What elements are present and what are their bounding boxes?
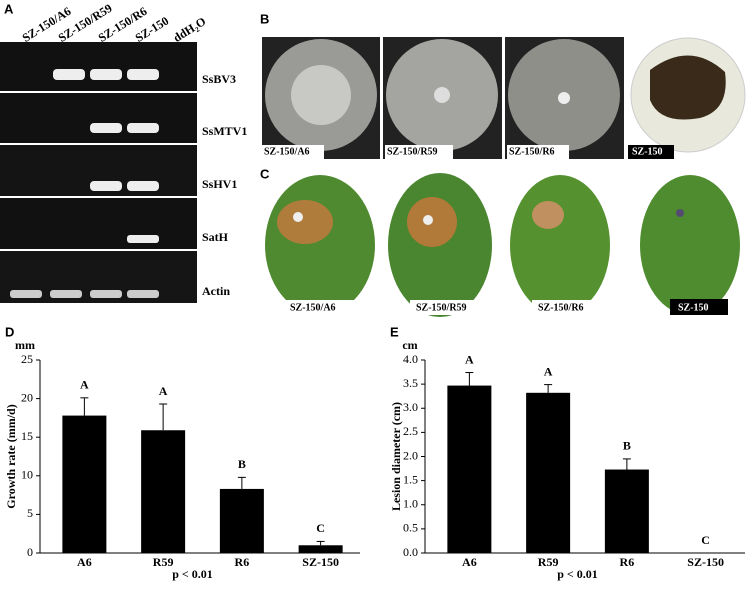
- significance-letter: A: [159, 384, 168, 398]
- bar: [447, 385, 492, 553]
- x-tick-label: SZ-150: [302, 555, 339, 569]
- bar: [526, 392, 571, 553]
- leaf-photos: [265, 173, 740, 317]
- significance-letter: B: [623, 439, 631, 453]
- gene-label: Actin: [202, 284, 230, 298]
- panel-label: B: [260, 11, 269, 26]
- x-tick-label: A6: [462, 555, 477, 569]
- gene-label: SsHV1: [202, 177, 237, 191]
- y-tick-label: 1.0: [403, 497, 418, 511]
- bar: [62, 415, 107, 553]
- y-tick-label: 0.0: [403, 545, 418, 559]
- panel-label: E: [390, 324, 399, 339]
- y-tick-label: 1.5: [403, 472, 418, 486]
- x-tick-label: A6: [77, 555, 92, 569]
- bar: [298, 545, 343, 553]
- y-tick-label: 3.5: [403, 376, 418, 390]
- y-tick-label: 4.0: [403, 352, 418, 366]
- axis-unit: cm: [402, 338, 417, 352]
- leaf-label: SZ-150: [678, 302, 709, 313]
- x-axis-title: p < 0.01: [557, 567, 598, 581]
- bar: [141, 430, 186, 553]
- leaf-label: SZ-150/A6: [290, 302, 336, 313]
- colony-label: SZ-150/R6: [509, 146, 555, 157]
- y-tick-label: 0.5: [403, 521, 418, 535]
- colony-label: SZ-150/R59: [387, 146, 438, 157]
- y-tick-label: 10: [21, 468, 33, 482]
- panel-label: D: [5, 324, 14, 339]
- significance-letter: B: [238, 457, 246, 471]
- gene-label: SsBV3: [202, 72, 236, 86]
- colony-label: SZ-150/A6: [264, 146, 310, 157]
- x-tick-label: R6: [620, 555, 635, 569]
- bar: [604, 469, 649, 553]
- significance-letter: C: [316, 521, 325, 535]
- lane-label: ddH₂O: [171, 14, 209, 45]
- gel-image: [0, 42, 197, 303]
- panel-label: C: [260, 166, 270, 181]
- significance-letter: A: [465, 352, 474, 366]
- axis-unit: mm: [15, 338, 35, 352]
- leaf-label: SZ-150/R6: [538, 302, 584, 313]
- y-tick-label: 25: [21, 352, 33, 366]
- y-tick-label: 15: [21, 429, 33, 443]
- significance-letter: A: [544, 364, 553, 378]
- x-axis-title: p < 0.01: [172, 567, 213, 581]
- gene-label: SsMTV1: [202, 124, 247, 138]
- leaf-label: SZ-150/R59: [416, 302, 467, 313]
- colony-label: SZ-150: [632, 146, 663, 157]
- x-tick-label: R6: [235, 555, 250, 569]
- y-tick-label: 3.0: [403, 400, 418, 414]
- x-tick-label: SZ-150: [687, 555, 724, 569]
- bar: [219, 488, 264, 553]
- x-tick-label: R59: [153, 555, 174, 569]
- y-tick-label: 5: [27, 506, 33, 520]
- gene-label: SatH: [202, 230, 229, 244]
- panel-label: A: [4, 1, 14, 16]
- x-tick-label: R59: [538, 555, 559, 569]
- y-tick-label: 2.5: [403, 424, 418, 438]
- y-tick-label: 0: [27, 545, 33, 559]
- significance-letter: A: [80, 378, 89, 392]
- y-tick-label: 20: [21, 390, 33, 404]
- colony-photos: [262, 37, 748, 159]
- y-tick-label: 2.0: [403, 448, 418, 462]
- y-axis-title: Lesion diameter (cm): [389, 402, 403, 511]
- significance-letter: C: [701, 533, 710, 547]
- y-axis-title: Growth rate (mm/d): [4, 404, 18, 508]
- lane-labels: SZ-150/A6 SZ-150/R59 SZ-150/R6 SZ-150 dd…: [20, 1, 209, 45]
